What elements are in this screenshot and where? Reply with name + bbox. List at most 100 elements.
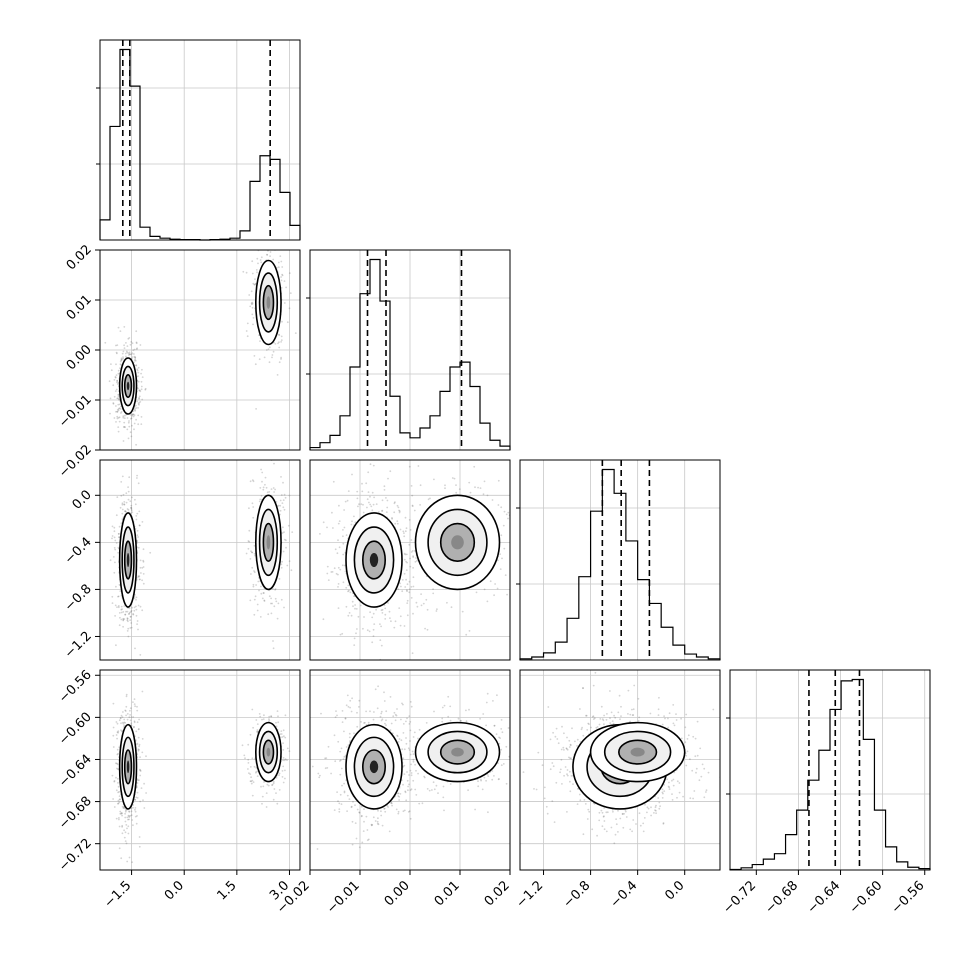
sample-point: [114, 539, 117, 542]
sample-point: [600, 809, 603, 812]
panel-frame: [309, 249, 511, 451]
sample-point: [371, 616, 374, 619]
sample-point: [397, 792, 399, 795]
sample-point: [279, 504, 282, 507]
sample-point: [497, 479, 500, 482]
sample-point: [326, 526, 328, 529]
sample-point: [127, 509, 130, 511]
sample-point: [685, 713, 688, 716]
sample-point: [251, 479, 254, 481]
sample-point: [252, 516, 255, 519]
sample-point: [129, 611, 131, 614]
sample-point: [339, 773, 342, 776]
sample-point: [130, 810, 133, 813]
sample-point: [137, 482, 140, 485]
sample-point: [377, 809, 379, 812]
sample-point: [114, 561, 116, 564]
sample-point: [245, 271, 248, 274]
sample-point: [249, 733, 252, 736]
sample-point: [115, 351, 118, 354]
sample-point: [144, 387, 147, 390]
sample-point: [113, 571, 116, 574]
sample-point: [256, 730, 258, 733]
sample-point: [130, 814, 133, 816]
sample-point: [405, 569, 408, 571]
sample-point: [417, 737, 419, 740]
sample-point: [262, 488, 265, 491]
sample-point: [277, 715, 279, 718]
sample-point: [120, 411, 123, 413]
sample-point: [351, 820, 354, 823]
sample-point: [343, 564, 346, 567]
sample-point: [115, 817, 118, 820]
sample-point: [121, 502, 124, 505]
sample-point: [408, 543, 411, 546]
sample-point: [128, 818, 130, 821]
sample-point: [398, 510, 401, 513]
ytick-label-2-2: −0.4: [62, 535, 95, 568]
sample-point: [401, 748, 404, 751]
sample-point: [400, 739, 403, 742]
sample-point: [139, 654, 142, 656]
sample-point: [136, 474, 139, 477]
sample-point: [137, 628, 139, 631]
sample-point: [286, 564, 289, 567]
sample-point: [358, 699, 361, 702]
sample-point: [113, 780, 116, 782]
sample-point: [465, 720, 468, 723]
sample-point: [134, 647, 136, 650]
sample-point: [501, 731, 504, 734]
sample-point: [388, 610, 391, 613]
sample-point: [624, 810, 627, 813]
sample-point: [418, 802, 421, 805]
sample-point: [132, 413, 135, 416]
sample-point: [117, 393, 120, 396]
sample-point: [412, 736, 415, 738]
sample-point: [333, 567, 336, 570]
sample-point: [127, 498, 130, 501]
sample-point: [262, 592, 265, 594]
sample-point: [513, 522, 515, 524]
sample-point: [576, 803, 579, 805]
sample-point: [356, 490, 359, 493]
sample-point: [120, 811, 123, 814]
sample-point: [344, 500, 347, 503]
sample-point: [347, 614, 350, 617]
sample-point: [361, 841, 364, 844]
sample-point: [112, 726, 115, 729]
sample-point: [398, 799, 400, 801]
sample-point: [109, 559, 112, 562]
sample-point: [257, 580, 260, 583]
sample-point: [491, 499, 494, 501]
sample-point: [662, 822, 665, 825]
sample-point: [512, 722, 514, 724]
sample-point: [390, 620, 392, 623]
sample-point: [398, 738, 401, 740]
sample-point: [132, 349, 135, 352]
sample-point: [402, 783, 404, 786]
sample-point: [131, 606, 134, 609]
sample-point: [137, 576, 140, 578]
sample-point: [474, 486, 476, 489]
sample-point: [673, 771, 676, 774]
sample-point: [118, 847, 121, 850]
sample-point: [120, 611, 123, 614]
sample-point: [362, 511, 365, 514]
sample-point: [319, 533, 321, 535]
sample-point: [354, 804, 356, 807]
sample-point: [123, 807, 126, 810]
sample-point: [265, 792, 268, 794]
sample-point: [138, 578, 141, 581]
sample-point: [465, 709, 467, 712]
sample-point: [118, 525, 121, 528]
sample-point: [250, 776, 253, 779]
sample-point: [526, 740, 528, 742]
sample-point: [128, 811, 131, 813]
sample-point: [350, 710, 353, 713]
sample-point: [115, 776, 117, 779]
sample-point: [278, 229, 280, 231]
sample-point: [142, 799, 144, 802]
sample-point: [385, 710, 388, 713]
sample-point: [135, 348, 138, 351]
sample-point: [355, 608, 358, 610]
